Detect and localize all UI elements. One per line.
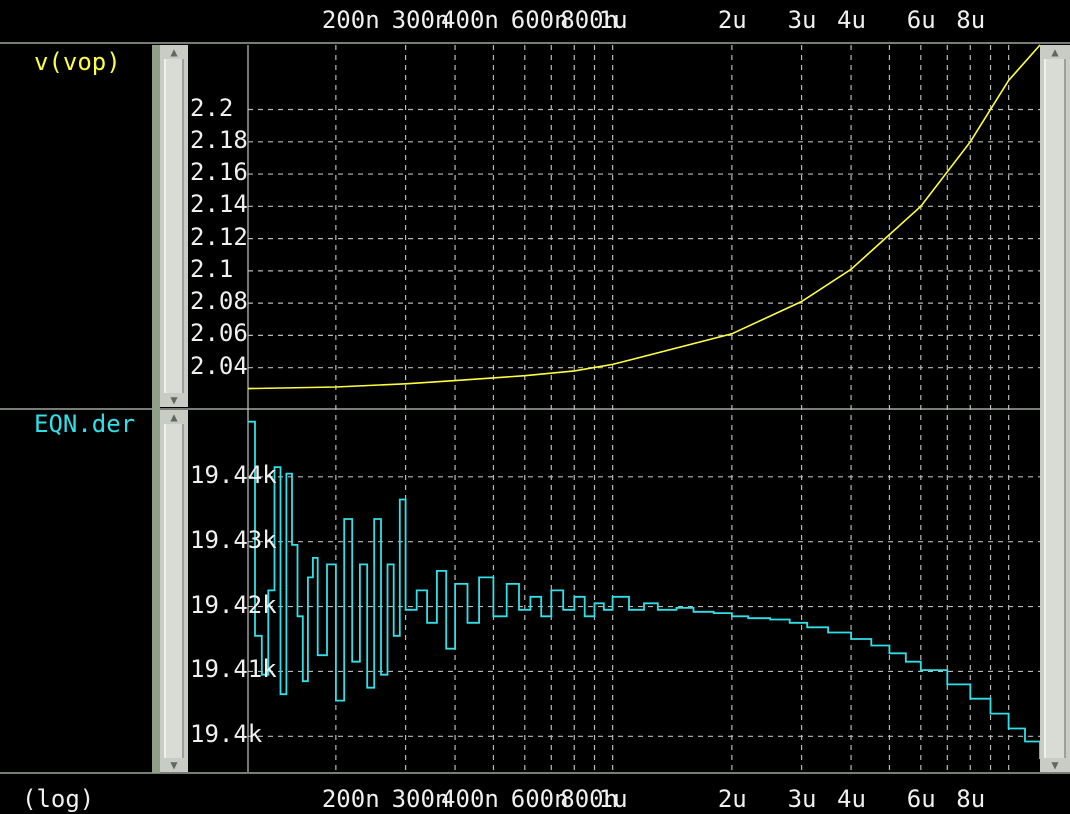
scroll-down-icon[interactable]: ▼: [1051, 758, 1059, 772]
x-tick-label: 2u: [717, 785, 747, 813]
x-tick-label: 4u: [837, 785, 866, 813]
trace-name-vop[interactable]: v(vop): [34, 48, 121, 76]
scrollbar-thumb[interactable]: [1044, 59, 1066, 758]
y-tick-label: 2.04: [190, 351, 248, 380]
x-tick-label: 600n: [510, 785, 569, 813]
scroll-up-icon[interactable]: ▲: [170, 410, 178, 424]
right-scrollbar[interactable]: ▲ ▼: [1040, 45, 1070, 772]
y-tick-label: 19.42k: [190, 590, 277, 619]
x-tick-label: 8u: [956, 785, 986, 813]
x-tick-label: 4u: [837, 6, 866, 34]
x-tick-label: 3u: [787, 6, 817, 34]
x-tick-label: 3u: [787, 785, 817, 813]
x-tick-label: 600n: [510, 6, 569, 34]
y-tick-label: 2.12: [190, 222, 248, 251]
scroll-up-icon[interactable]: ▲: [170, 45, 178, 59]
y-tick-label: 19.41k: [190, 655, 277, 684]
y-tick-label: 2.1: [190, 254, 234, 283]
x-tick-label: 800n: [560, 6, 619, 34]
x-tick-label: 300n: [391, 785, 450, 813]
x-tick-label: 1u: [598, 785, 628, 813]
x-tick-label: 300n: [391, 6, 450, 34]
scroll-up-icon[interactable]: ▲: [1051, 45, 1059, 59]
trace-eqn-der: [248, 420, 1041, 759]
trace-name-eqn-der[interactable]: EQN.der: [34, 410, 136, 438]
x-tick-label: 1u: [598, 6, 628, 34]
y-tick-label: 2.2: [190, 93, 234, 122]
scrollbar-thumb[interactable]: [164, 424, 184, 758]
y-tick-label: 2.18: [190, 125, 248, 154]
x-tick-label: 8u: [956, 6, 986, 34]
y-tick-label: 19.44k: [190, 460, 277, 489]
x-scale-label[interactable]: (log): [22, 785, 95, 813]
y-tick-label: 2.16: [190, 158, 248, 187]
y-tick-label: 2.06: [190, 319, 248, 348]
scroll-down-icon[interactable]: ▼: [170, 393, 178, 407]
panel-frame: [0, 42, 1070, 774]
y-tick-label: 2.08: [190, 287, 248, 316]
x-tick-label: 200n: [321, 785, 380, 813]
y-tick-label: 19.4k: [190, 720, 263, 749]
left-scrollbar-top[interactable]: ▲ ▼: [160, 45, 188, 407]
x-tick-label: 800n: [560, 785, 619, 813]
left-scrollbar-bottom[interactable]: ▲ ▼: [160, 410, 188, 772]
x-tick-label: 6u: [906, 6, 936, 34]
y-tick-label: 2.14: [190, 190, 248, 219]
x-tick-label: 2u: [717, 6, 747, 34]
scroll-down-icon[interactable]: ▼: [170, 758, 178, 772]
left-scrollbar-edge: [152, 45, 160, 773]
x-tick-label: 6u: [906, 785, 936, 813]
trace-vop: [247, 44, 1041, 390]
x-tick-label: 400n: [441, 6, 499, 34]
x-tick-label: 400n: [441, 785, 499, 813]
y-tick-label: 19.43k: [190, 525, 277, 554]
scrollbar-thumb[interactable]: [164, 59, 184, 393]
x-tick-label: 200n: [321, 6, 380, 34]
